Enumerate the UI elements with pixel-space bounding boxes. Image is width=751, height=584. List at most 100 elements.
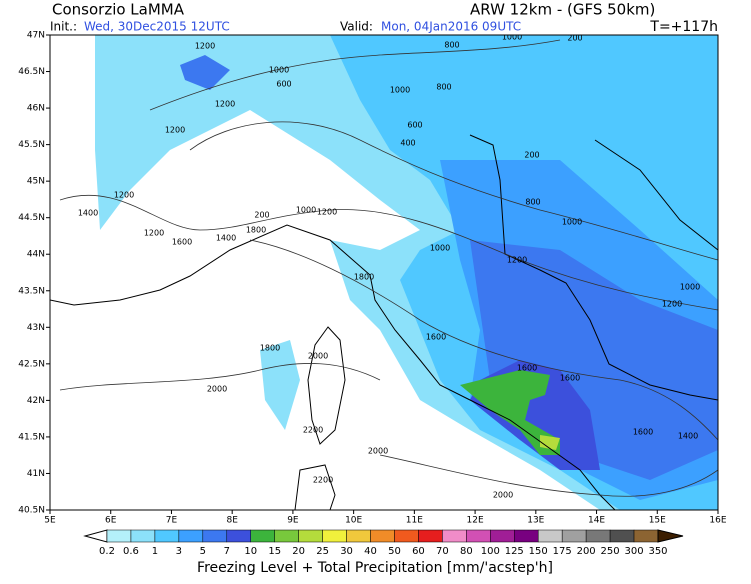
lon-label: 5E [44,516,56,526]
contour-label: 1000 [269,66,289,75]
contour-label: 1000 [562,218,582,227]
contour-label: 1200 [507,256,527,265]
contour-label: 1200 [195,42,215,51]
colorbar-label: 200 [577,546,596,557]
colorbar-label: 1 [152,546,158,557]
coastlines [50,134,718,510]
lead-time: T=+117h [649,19,718,35]
colorbar-label: 30 [340,546,353,557]
colorbar-box [226,529,251,543]
lat-label: 46.5N [18,67,45,77]
colorbar-label: 175 [553,546,572,557]
contour-label: 1000 [430,244,450,253]
contour-label-layer: 1200 800 1000 200 1000 600 1000 800 1200 600 400 12… [78,33,700,500]
contour-label: 1600 [517,364,537,373]
contour-label: 1200 [317,208,337,217]
lat-label: 42N [27,396,45,406]
colorbar-label: 15 [268,546,281,557]
lon-label: 8E [226,516,238,526]
model: ARW 12km - (GFS 50km) [470,1,655,19]
colorbar-box [106,529,132,543]
colorbar-box [609,529,635,543]
colorbar-label: 300 [624,546,643,557]
contour-label: 1600 [560,374,580,383]
init-time: Wed, 30Dec2015 12UTC [84,20,230,34]
colorbar-arrow [657,529,684,543]
colorbar-box [130,529,156,543]
lon-label: 9E [287,516,299,526]
contour-label: 1200 [114,191,134,200]
colorbar-box [442,529,467,543]
contour-label: 600 [276,80,291,89]
colorbar-box [178,529,204,543]
contour-label: 1000 [680,283,700,292]
colorbar-label: 50 [388,546,401,557]
colorbar-box [394,529,419,543]
contour-label: 1800 [246,226,266,235]
colorbar-label: 10 [244,546,257,557]
contour-label: 1200 [662,300,682,309]
init-label: Init.: [50,20,77,34]
colorbar-box [250,529,275,543]
lat-label: 41.5N [18,432,45,442]
contour-label: 2000 [308,352,328,361]
colorbar-label: 60 [412,546,425,557]
contour-label: 800 [525,198,540,207]
colorbar-label: 350 [648,546,667,557]
contour-label: 2200 [303,426,323,435]
colorbar-label: 7 [224,546,230,557]
colorbar-box [418,529,443,543]
contour-label: 1800 [354,273,374,282]
lat-label: 45N [27,177,45,187]
contour-label: 2000 [207,385,227,394]
colorbar-arrow [83,529,108,543]
precip-light [260,340,300,430]
contour-label: 600 [407,121,422,130]
contour-label: 2000 [493,491,513,500]
colorbar-label: 80 [460,546,473,557]
colorbar-box [202,529,228,543]
contour-label: 2200 [313,476,333,485]
colorbar-box [585,529,611,543]
colorbar-label: 25 [316,546,329,557]
lon-label: 7E [166,516,178,526]
lat-label: 42.5N [18,359,45,369]
contour-label: 200 [524,151,539,160]
lat-label: 47N [27,31,45,41]
colorbar-box [537,529,563,543]
colorbar-box [322,529,347,543]
contour-label: 800 [444,41,459,50]
contour-label: 1600 [172,238,192,247]
colorbar-label: 40 [364,546,377,557]
colorbar-box [561,529,587,543]
colorbar-box [154,529,180,543]
map-area: 1200 800 1000 200 1000 600 1000 800 1200 600 400 12… [50,33,718,510]
lat-label: 41N [27,469,45,479]
contour-label: 1000 [502,33,522,42]
lon-label: 10E [345,516,362,526]
contour-label: 1000 [296,206,316,215]
colorbar-box [466,529,491,543]
contour-label: 1800 [260,344,280,353]
colorbar-label: 5 [200,546,206,557]
lat-label: 45.5N [18,140,45,150]
lat-label: 44N [27,250,45,260]
lon-label: 11E [406,516,423,526]
lon-label: 15E [649,516,666,526]
precip-light [180,55,230,90]
freezing-level-contours [59,39,718,497]
lat-label: 43N [27,323,45,333]
colorbar-box [346,529,371,543]
lat-label: 46N [27,104,45,114]
colorbar-label: 20 [292,546,305,557]
lat-label: 44.5N [18,213,45,223]
contour-label: 1400 [78,209,98,218]
contour-label: 400 [400,139,415,148]
colorbar-box [633,529,659,543]
colorbar-label: 70 [436,546,449,557]
valid-label: Valid: [340,20,373,34]
contour-label: 1600 [426,333,446,342]
contour-label: 1000 [390,86,410,95]
colorbar-box [370,529,395,543]
